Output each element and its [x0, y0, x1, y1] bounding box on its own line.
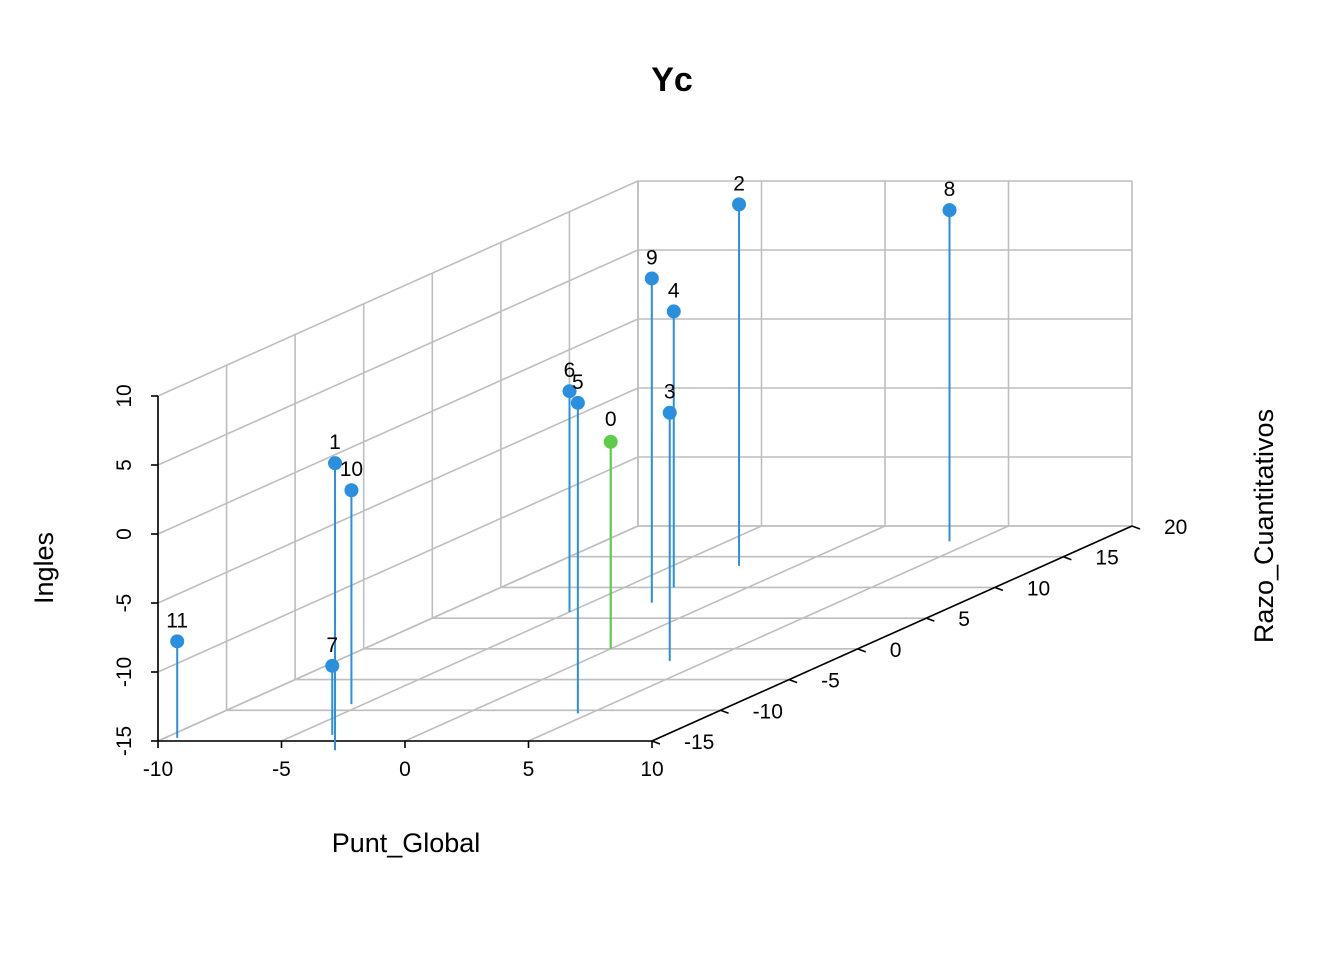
point-stems: [176, 204, 951, 751]
data-points: [170, 197, 957, 673]
z-axis-label: Ingles: [29, 532, 59, 604]
y-axis-label: Razo_Cuantitativos: [1249, 409, 1279, 643]
left-wall-grid-line: [157, 387, 639, 604]
z-tick-label: 5: [113, 459, 136, 471]
z-tick-label: -5: [113, 594, 136, 613]
y-tick: [926, 617, 935, 622]
floor-grid-line: [404, 525, 886, 742]
y-tick: [720, 709, 729, 715]
left-wall-grid-line: [157, 318, 639, 535]
data-point: [325, 658, 340, 673]
data-label: 9: [646, 246, 658, 269]
data-label: 3: [664, 381, 676, 404]
y-tick-label: -5: [821, 670, 840, 693]
data-point: [666, 304, 681, 319]
data-label: 1: [329, 431, 341, 454]
data-point: [662, 405, 677, 420]
z-tick-label: -10: [113, 657, 136, 687]
y-tick-label: 0: [890, 639, 902, 662]
data-label: 2: [733, 172, 745, 195]
floor-grid-line: [281, 525, 762, 742]
y-tick-label: 20: [1164, 516, 1187, 539]
centroid-point: [603, 434, 618, 449]
y-tick: [857, 648, 866, 653]
z-tick-label: -15: [113, 726, 136, 756]
point-labels: 1 2 3 4 56 7 8 9 10 11 0: [166, 172, 955, 656]
z-tick-label: 10: [113, 384, 136, 407]
data-label: 6: [564, 359, 576, 382]
left-wall-grid-line: [157, 180, 639, 397]
y-tick: [994, 586, 1004, 592]
y-axis-line: [651, 525, 1133, 742]
data-point: [562, 384, 577, 399]
y-tick-label: -10: [753, 700, 783, 723]
data-point: [170, 634, 185, 649]
data-label: 5: [572, 371, 584, 394]
y-tick-label: 15: [1095, 547, 1118, 570]
data-point: [732, 197, 747, 212]
data-point: [344, 483, 359, 498]
data-label: 10: [340, 458, 363, 481]
data-point: [570, 395, 585, 410]
y-tick: [788, 678, 798, 684]
x-tick-label: 0: [399, 758, 411, 781]
data-label: 7: [326, 634, 338, 657]
data-label: 8: [944, 178, 956, 201]
y-tick: [1131, 525, 1141, 530]
data-point: [942, 203, 957, 218]
x-tick-label: -5: [272, 758, 291, 781]
z-tick-label: 0: [113, 528, 136, 540]
data-label: 4: [668, 279, 680, 302]
data-point: [328, 456, 343, 471]
data-point: [644, 271, 659, 286]
data-label: 11: [166, 609, 188, 632]
left-wall-grid-line: [157, 456, 639, 673]
floor-grid-line: [528, 525, 1009, 742]
y-tick: [651, 740, 661, 745]
chart-title: Yc: [651, 61, 693, 99]
y-tick: [1063, 555, 1072, 561]
x-tick-label: -10: [143, 758, 173, 781]
y-tick-label: 10: [1027, 577, 1050, 600]
x-tick-label: 10: [640, 758, 663, 781]
y-tick-label: -15: [684, 731, 714, 754]
x-tick-label: 5: [523, 758, 535, 781]
y-tick-label: 5: [958, 608, 970, 631]
left-wall-grid-line: [157, 525, 639, 742]
left-wall-grid-line: [157, 249, 639, 466]
centroid-label: 0: [605, 408, 617, 431]
x-axis-label: Punt_Global: [332, 828, 481, 858]
